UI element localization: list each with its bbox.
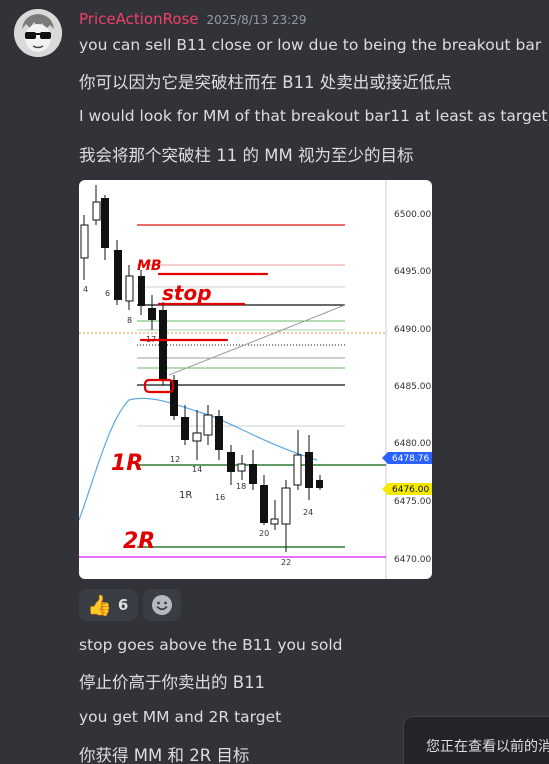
avatar-image bbox=[14, 9, 62, 57]
add-reaction-button[interactable] bbox=[143, 589, 181, 621]
price-label: 6490.00 bbox=[394, 325, 431, 335]
one-r-marker: 1R bbox=[179, 490, 192, 501]
message-line: you can sell B11 close or low due to bei… bbox=[79, 36, 541, 54]
bar-number: 18 bbox=[236, 482, 246, 491]
bar-number: 22 bbox=[281, 558, 291, 567]
thumbs-up-icon: 👍 bbox=[87, 595, 112, 615]
bar-number: 6 bbox=[105, 289, 110, 298]
bar-number: 20 bbox=[259, 529, 269, 538]
level-price-tag: 6476.00 bbox=[382, 483, 432, 495]
stop-annotation: stop bbox=[162, 281, 212, 305]
bar-number: 16 bbox=[215, 493, 225, 502]
message-line: 你可以因为它是突破柱而在 B11 处卖出或接近低点 bbox=[79, 69, 452, 93]
price-label: 6475.00 bbox=[394, 497, 431, 507]
message-line: 我会将那个突破柱 11 的 MM 视为至少的目标 bbox=[79, 142, 413, 166]
viewing-older-messages-banner[interactable]: 您正在查看以前的消息 bbox=[403, 716, 549, 764]
mb-annotation: MB bbox=[137, 258, 162, 274]
price-label: 6500.00 bbox=[394, 210, 431, 220]
message-header: PriceActionRose 2025/8/13 23:29 bbox=[79, 10, 306, 30]
banner-text: 您正在查看以前的消息 bbox=[426, 739, 549, 755]
message-line: 停止价高于你卖出的 B11 bbox=[79, 669, 265, 693]
thumbs-up-reaction[interactable]: 👍 6 bbox=[79, 589, 138, 621]
one-r-annotation: 1R bbox=[111, 451, 143, 476]
user-avatar[interactable] bbox=[14, 9, 62, 57]
smiley-icon bbox=[151, 594, 173, 616]
svg-text:6476.00: 6476.00 bbox=[392, 485, 429, 495]
price-label: 6485.00 bbox=[394, 382, 431, 392]
message-line: stop goes above the B11 you sold bbox=[79, 636, 342, 654]
timestamp: 2025/8/13 23:29 bbox=[207, 13, 307, 27]
bar-number: 14 bbox=[192, 465, 202, 474]
price-chart: 4 6 8 17 12 14 16 18 20 22 24 1R MB stop… bbox=[79, 180, 432, 579]
message-line: I would look for MM of that breakout bar… bbox=[79, 107, 547, 125]
username[interactable]: PriceActionRose bbox=[79, 10, 199, 28]
svg-text:6478.76: 6478.76 bbox=[392, 454, 429, 464]
message-line: 你获得 MM 和 2R 目标 bbox=[79, 742, 249, 764]
bar-number: 4 bbox=[83, 285, 88, 294]
last-price-tag: 6478.76 bbox=[382, 452, 432, 464]
b11-circle bbox=[145, 380, 173, 392]
two-r-annotation: 2R bbox=[123, 529, 155, 554]
message-line: you get MM and 2R target bbox=[79, 708, 281, 726]
bar-number: 8 bbox=[127, 316, 132, 325]
reaction-count: 6 bbox=[118, 596, 128, 614]
bar-number: 24 bbox=[303, 508, 313, 517]
price-label: 6470.00 bbox=[394, 555, 431, 565]
price-label: 6495.00 bbox=[394, 267, 431, 277]
reactions-bar: 👍 6 bbox=[79, 589, 181, 621]
price-label: 6480.00 bbox=[394, 439, 431, 449]
bar-number: 12 bbox=[170, 455, 180, 464]
chart-image-attachment[interactable]: 4 6 8 17 12 14 16 18 20 22 24 1R MB stop… bbox=[79, 180, 432, 579]
